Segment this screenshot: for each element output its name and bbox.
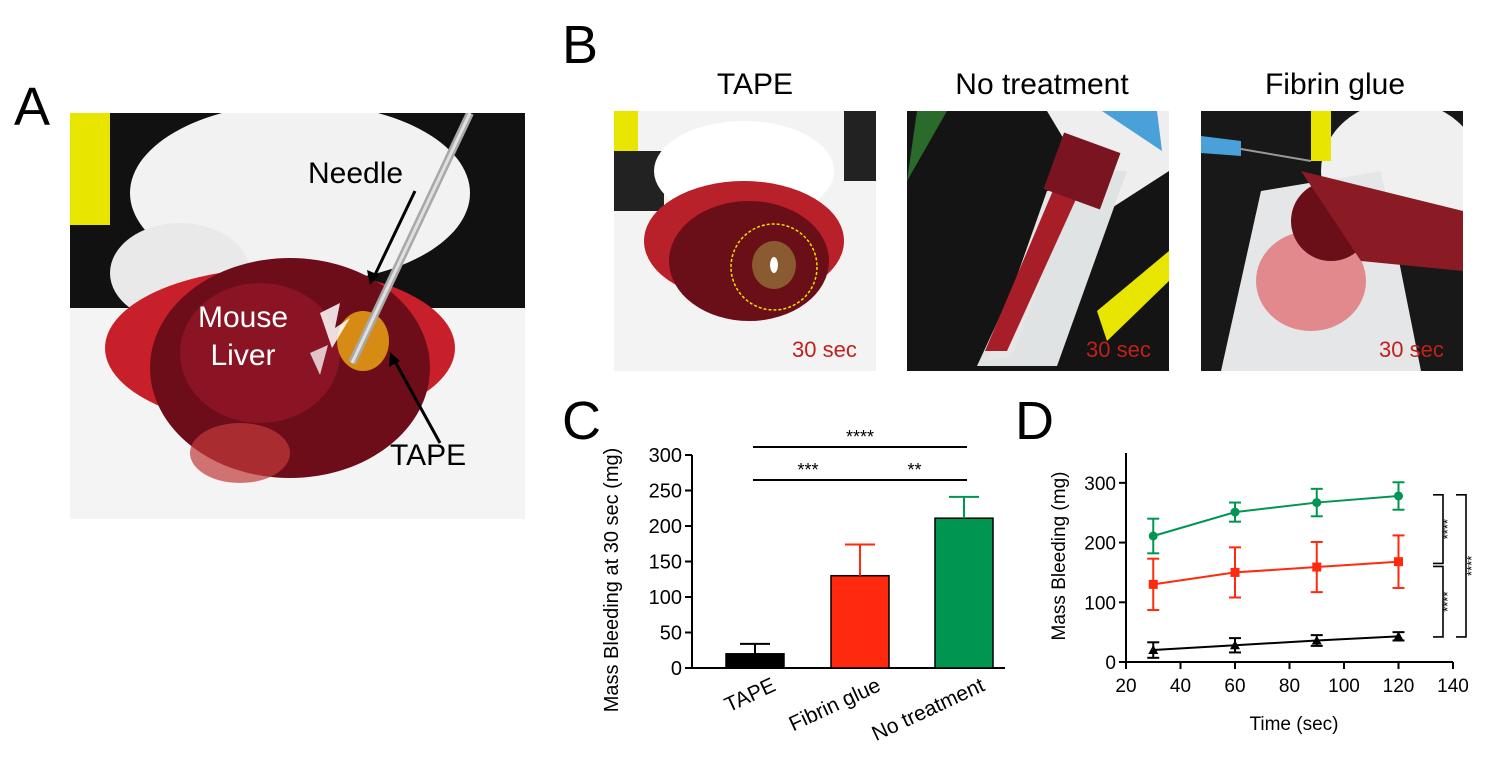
chart-d-significance-bracket [1456, 494, 1467, 638]
chart-d-xtick-label: 80 [1279, 676, 1300, 697]
liver-label: Liver [210, 339, 276, 372]
chart-d-significance-bracket [1433, 565, 1444, 638]
tape-label: TAPE [390, 439, 467, 472]
chart-c-significance-label: **** [846, 427, 874, 447]
chart-d-point [1230, 507, 1240, 517]
chart-c-ytick-label: 50 [660, 623, 682, 645]
chart-c-ytick-label: 250 [649, 481, 682, 503]
chart-d-point [1394, 557, 1403, 567]
panel-a-photo: Needle Mouse Liver TAPE [70, 113, 525, 519]
chart-d-point [1312, 498, 1322, 508]
chart-d-xtick-label: 100 [1328, 676, 1360, 697]
chart-d-significance-label: **** [1440, 592, 1455, 612]
chart-c-ylabel: Mass Bleeding at 30 sec (mg) [601, 448, 623, 713]
chart-c-bar [725, 653, 785, 669]
chart-d-xtick-label: 140 [1437, 676, 1469, 697]
chart-d-point [1312, 562, 1322, 572]
photo-title-tape: TAPE [716, 68, 794, 101]
chart-c-significance-label: *** [797, 460, 818, 480]
photo-no-treatment: 30 sec [907, 111, 1169, 371]
mouse-liver-photo [70, 113, 525, 519]
chart-d-xlabel: Time (sec) [1249, 714, 1338, 735]
chart-d-ytick-label: 0 [1105, 653, 1116, 674]
chart-d-point [1148, 579, 1158, 589]
photo-fibrin-glue: 30 sec [1201, 111, 1463, 371]
chart-c-ytick-label: 300 [649, 445, 682, 467]
needle-label: Needle [308, 157, 404, 190]
chart-d-significance-label: **** [1464, 556, 1479, 576]
panel-b-letter: B [562, 15, 599, 75]
chart-d-point [1393, 631, 1404, 641]
needle-arrow [370, 190, 417, 282]
chart-d-ylabel: Mass Bleeding (mg) [1049, 472, 1070, 641]
chart-d-ytick-label: 300 [1084, 474, 1116, 495]
chart-d-ytick-label: 100 [1084, 593, 1116, 614]
chart-c-bar [830, 574, 890, 669]
chart-d-series-line [1153, 560, 1399, 586]
chart-d-point [1230, 567, 1240, 577]
tape-photo-image [614, 111, 876, 371]
chart-d-point [1230, 640, 1240, 650]
chart-d-point [1148, 645, 1159, 655]
fibrin-glue-photo-image [1201, 111, 1463, 371]
chart-d-significance-bracket [1433, 494, 1444, 565]
chart-c-significance-label: ** [907, 460, 921, 480]
chart-c-ytick-label: 0 [671, 658, 682, 680]
photo-title-fibrin-glue: Fibrin glue [1264, 68, 1406, 101]
chart-d-series-line [1153, 635, 1399, 652]
chart-c-ytick-label: 200 [649, 516, 682, 538]
timer-fibrin-glue: 30 sec [1379, 337, 1444, 362]
panel-d-letter: D [1015, 391, 1054, 451]
no-treatment-photo-image [907, 111, 1169, 371]
tape-arrow [390, 355, 442, 444]
chart-d-xtick-label: 40 [1170, 676, 1191, 697]
chart-d-point [1311, 635, 1322, 645]
chart-d-significance-label: **** [1440, 519, 1455, 539]
photo-title-no-treatment: No treatment [955, 68, 1129, 101]
chart-c-ytick-label: 100 [649, 587, 682, 609]
chart-c-category-label: TAPE [721, 674, 779, 717]
chart-d-xtick-label: 20 [1115, 676, 1136, 697]
chart-d-xtick-label: 60 [1224, 676, 1245, 697]
chart-d-point [1394, 491, 1403, 501]
mouse-label: Mouse [197, 301, 289, 334]
chart-d-series-line [1152, 494, 1399, 537]
timer-tape: 30 sec [792, 337, 857, 362]
chart-d-ytick-label: 200 [1084, 534, 1116, 555]
chart-d-xtick-label: 120 [1383, 676, 1415, 697]
panel-a-letter: A [14, 77, 51, 137]
chart-c-bar [934, 517, 994, 669]
chart-c-ytick-label: 150 [649, 552, 682, 574]
chart-c: Mass Bleeding at 30 sec (mg) ******* ** 0… [601, 427, 1005, 746]
panel-c-letter: C [562, 391, 601, 451]
chart-d: Mass Bleeding (mg) Time (sec) 0 100 200 300… [1049, 453, 1479, 735]
timer-no-treatment: 30 sec [1086, 337, 1151, 362]
chart-c-category-label: No treatment [868, 674, 988, 746]
chart-d-point [1148, 531, 1158, 541]
photo-tape: 30 sec [614, 111, 876, 371]
